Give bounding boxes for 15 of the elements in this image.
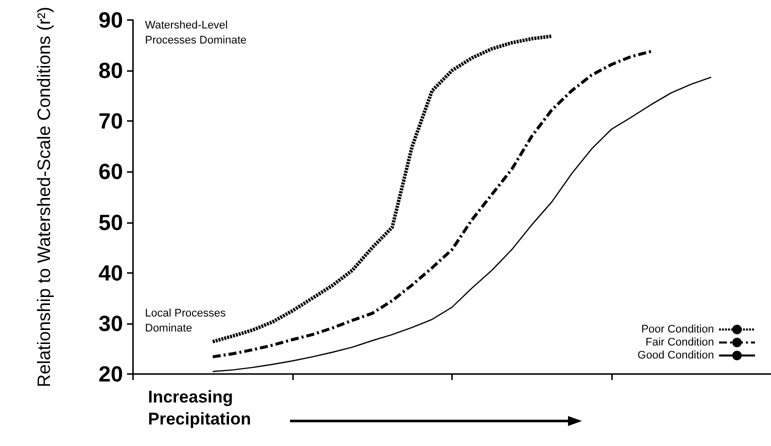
y-tick-label: 40 — [98, 260, 123, 286]
legend-label: Fair Condition — [646, 336, 714, 348]
y-tick-label: 20 — [98, 362, 123, 386]
y-tick-label: 80 — [98, 58, 123, 84]
y-tick-label: 50 — [98, 210, 123, 235]
y-tick-label: 70 — [98, 108, 123, 134]
legend-label: Poor Condition — [641, 324, 714, 336]
x-axis-title: Increasing Precipitation — [148, 388, 251, 428]
y-tick-label: 60 — [98, 159, 123, 184]
y-axis-title: Relationship to Watershed-Scale Conditions (r²) — [34, 6, 54, 388]
y-tick-label: 30 — [98, 310, 123, 336]
annotation: Watershed-Level Processes Dominate — [145, 20, 246, 46]
annotation: Local Processes Dominate — [145, 308, 229, 334]
legend-label: Good Condition — [638, 350, 714, 362]
y-tick-label: 90 — [98, 8, 123, 32]
